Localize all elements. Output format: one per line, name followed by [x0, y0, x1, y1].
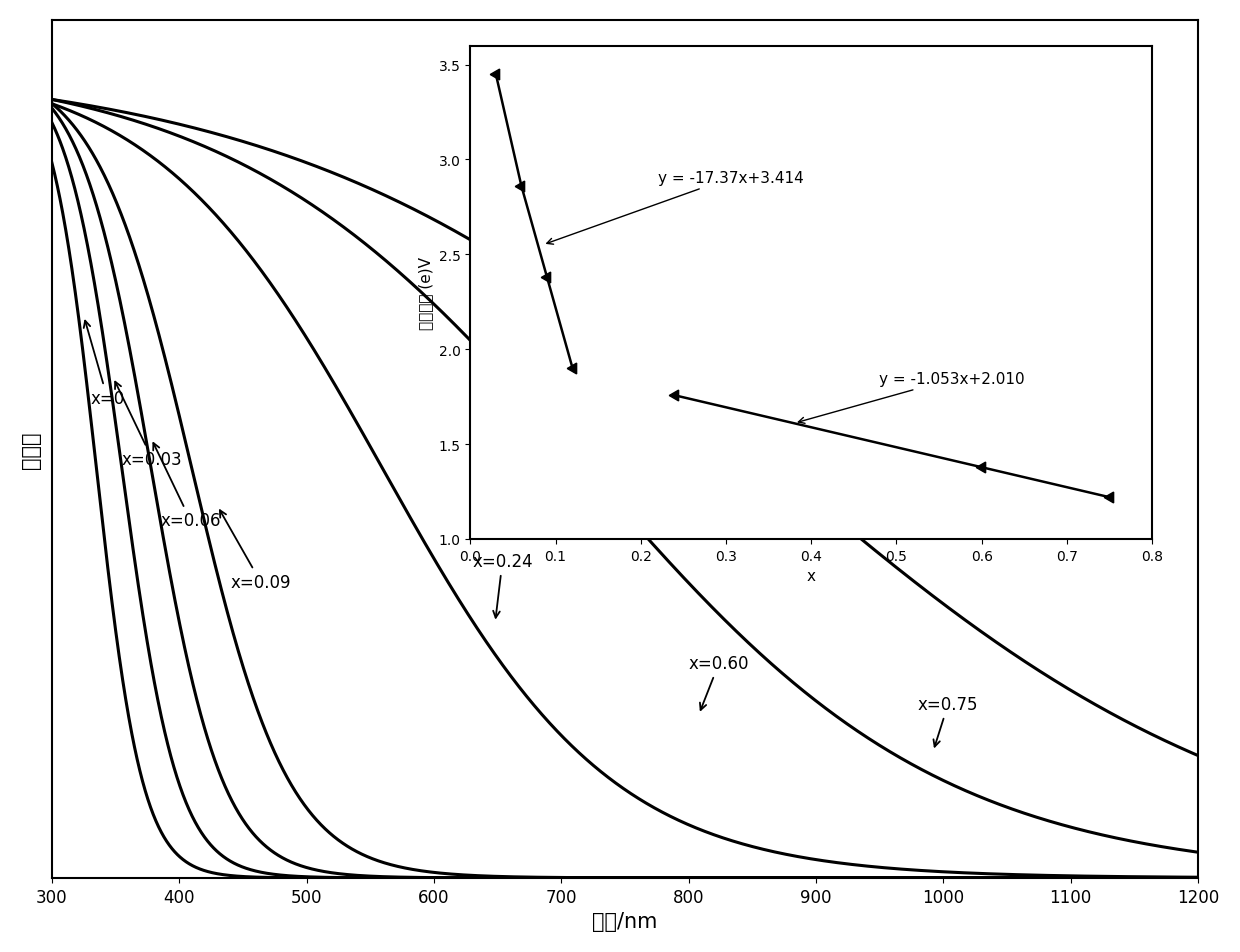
Y-axis label: 吸光度: 吸光度: [21, 430, 41, 468]
Text: x=0.09: x=0.09: [219, 510, 290, 591]
Text: x=0.03: x=0.03: [115, 383, 182, 468]
X-axis label: 波长/nm: 波长/nm: [593, 911, 657, 931]
Text: x=0.06: x=0.06: [154, 444, 221, 530]
Text: x=0: x=0: [84, 322, 124, 407]
Text: x=0.60: x=0.60: [688, 655, 749, 710]
Text: x=0.24: x=0.24: [472, 553, 533, 618]
Text: x=0.75: x=0.75: [918, 696, 978, 747]
